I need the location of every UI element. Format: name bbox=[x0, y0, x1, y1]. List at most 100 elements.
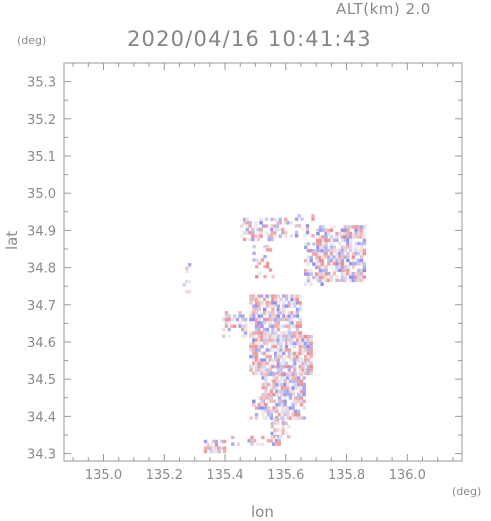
data-cell bbox=[295, 351, 300, 355]
data-cell bbox=[275, 376, 279, 380]
data-cell bbox=[272, 399, 276, 403]
data-cell bbox=[357, 272, 361, 276]
data-cell bbox=[316, 258, 320, 263]
timestamp-title: 2020/04/16 10:41:43 bbox=[127, 27, 372, 51]
data-cell bbox=[362, 252, 367, 256]
data-cell bbox=[302, 416, 306, 420]
data-cell bbox=[269, 416, 274, 420]
data-cell bbox=[286, 382, 290, 387]
data-cell bbox=[351, 248, 356, 252]
data-cell bbox=[257, 324, 261, 328]
data-cell bbox=[346, 258, 350, 263]
data-cell bbox=[294, 217, 299, 221]
data-cell bbox=[253, 221, 258, 225]
data-cell bbox=[288, 386, 293, 390]
data-cell bbox=[346, 225, 350, 229]
data-cell bbox=[315, 255, 319, 260]
y-axis-unit: (deg) bbox=[17, 34, 47, 47]
data-cell bbox=[280, 372, 284, 377]
data-cell bbox=[283, 413, 287, 417]
data-cell bbox=[254, 413, 259, 417]
data-cell bbox=[284, 348, 289, 352]
data-cell bbox=[351, 225, 356, 229]
data-cell bbox=[279, 334, 283, 338]
data-cell bbox=[288, 416, 293, 420]
data-cell bbox=[297, 416, 301, 420]
data-cell bbox=[290, 321, 294, 325]
data-cell bbox=[287, 355, 291, 359]
data-cell bbox=[309, 355, 313, 359]
data-cell bbox=[275, 389, 279, 393]
data-cell bbox=[309, 269, 313, 273]
data-cell bbox=[299, 382, 304, 387]
data-cell bbox=[354, 225, 358, 229]
data-cell bbox=[349, 241, 353, 246]
data-cell bbox=[257, 344, 261, 349]
data-cell bbox=[263, 338, 267, 342]
data-cell bbox=[260, 327, 264, 332]
data-cell bbox=[224, 314, 229, 318]
data-cell bbox=[252, 331, 256, 335]
data-cell bbox=[299, 386, 304, 390]
data-cell bbox=[346, 268, 350, 273]
data-cell bbox=[351, 275, 356, 279]
data-cell bbox=[236, 442, 240, 446]
data-cell bbox=[241, 327, 245, 332]
data-cell bbox=[315, 275, 319, 280]
data-cell bbox=[255, 265, 259, 269]
data-cell bbox=[343, 225, 347, 229]
data-cell bbox=[254, 355, 259, 359]
data-cell bbox=[270, 237, 274, 242]
data-cell bbox=[309, 351, 313, 355]
data-cell bbox=[252, 304, 256, 308]
data-cell bbox=[357, 268, 361, 273]
data-cell bbox=[254, 344, 259, 349]
data-cell bbox=[252, 338, 256, 342]
data-cell bbox=[245, 224, 250, 228]
data-cell bbox=[222, 317, 226, 322]
data-cell bbox=[340, 228, 345, 232]
data-cell bbox=[276, 428, 280, 432]
data-cell bbox=[288, 376, 293, 380]
data-cell bbox=[263, 341, 267, 345]
data-cell bbox=[278, 227, 282, 232]
data-cell bbox=[284, 334, 289, 339]
data-cell bbox=[302, 392, 306, 397]
data-cell bbox=[271, 294, 275, 298]
data-cell bbox=[309, 338, 313, 342]
data-cell bbox=[290, 311, 294, 315]
data-cell bbox=[290, 358, 294, 362]
data-cell bbox=[265, 341, 270, 345]
data-cell bbox=[317, 255, 322, 260]
data-cell bbox=[284, 314, 289, 318]
data-cell bbox=[263, 355, 267, 359]
data-cell bbox=[362, 248, 367, 252]
data-cell bbox=[283, 389, 287, 393]
data-cell bbox=[362, 275, 367, 279]
data-cell bbox=[335, 231, 339, 236]
data-cell bbox=[262, 224, 266, 228]
data-cell bbox=[340, 265, 345, 269]
data-cell bbox=[343, 272, 347, 276]
data-cell bbox=[249, 365, 253, 369]
data-cell bbox=[279, 368, 283, 372]
data-cell bbox=[252, 307, 256, 312]
data-cell bbox=[301, 358, 305, 362]
data-cell bbox=[261, 435, 265, 440]
data-cell bbox=[287, 348, 291, 352]
data-cell bbox=[359, 272, 364, 276]
data-cell bbox=[309, 371, 313, 376]
data-cell bbox=[265, 344, 270, 349]
data-cell bbox=[324, 235, 328, 239]
data-cell bbox=[298, 307, 302, 312]
data-cell bbox=[206, 446, 210, 450]
data-cell bbox=[318, 225, 323, 229]
data-cell bbox=[324, 238, 328, 242]
data-cell bbox=[340, 238, 345, 242]
data-cell bbox=[301, 338, 305, 342]
data-cell bbox=[290, 355, 294, 359]
data-cell bbox=[249, 314, 253, 318]
data-cell bbox=[247, 439, 251, 443]
data-cell bbox=[346, 245, 350, 249]
data-cell bbox=[273, 421, 277, 425]
